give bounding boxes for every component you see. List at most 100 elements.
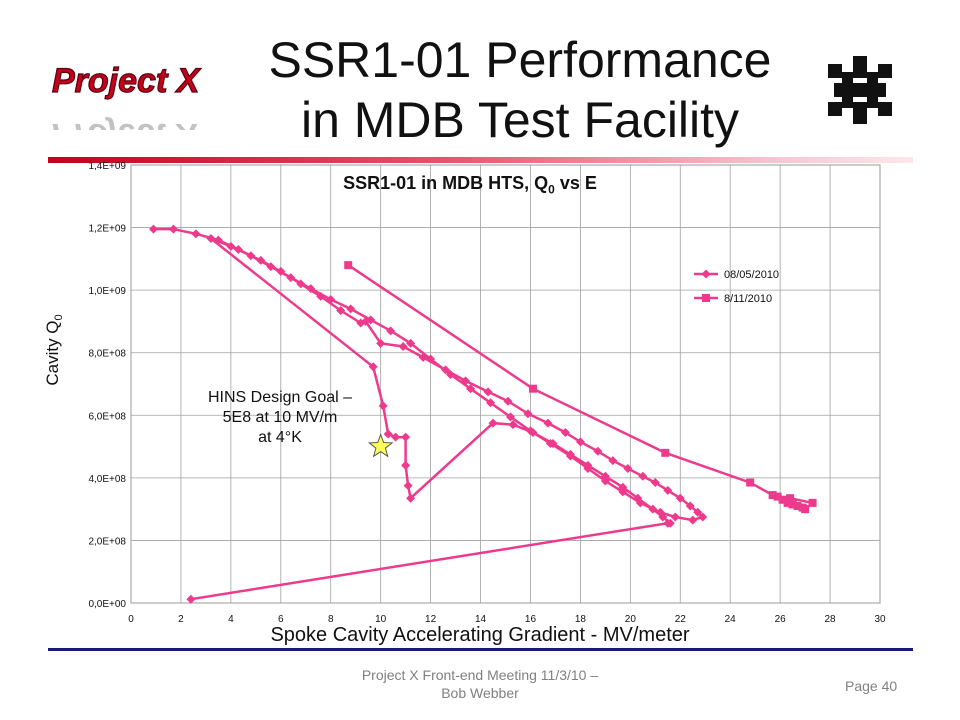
project-x-logo-reflection: Project X <box>52 116 202 130</box>
series-1-point <box>406 493 416 503</box>
series-1-point <box>575 437 585 447</box>
x-tick-label: 8 <box>328 614 334 625</box>
series-1-point <box>466 384 476 394</box>
legend-swatch-marker <box>702 294 710 302</box>
series-2-point <box>778 495 787 504</box>
footer-rule <box>48 648 913 651</box>
legend-label: 08/05/2010 <box>724 269 779 281</box>
annotation-line1: HINS Design Goal – <box>207 389 353 406</box>
x-tick-label: 6 <box>278 614 284 625</box>
series-1-point <box>368 362 378 372</box>
series-1-point <box>168 224 178 234</box>
annotation-line3: at 4°K <box>258 429 302 446</box>
project-x-logo-text: Project X <box>52 62 202 100</box>
series-1-point <box>378 401 388 411</box>
footer-line1: Project X Front-end Meeting 11/3/10 – <box>361 667 599 683</box>
series-2-point <box>801 505 810 514</box>
series-1-point <box>213 235 223 245</box>
series-1-point <box>401 460 411 470</box>
series-2-point <box>788 500 797 509</box>
series-2-point <box>773 492 782 501</box>
project-x-logo: Project X Project X <box>51 61 202 130</box>
series-1-point <box>386 326 396 336</box>
series-1-point <box>650 478 660 488</box>
y-tick-label: 0,0E+00 <box>88 599 126 610</box>
series-1-point <box>206 234 216 244</box>
series-1-point <box>391 432 401 442</box>
series-1-point <box>565 449 575 459</box>
x-tick-label: 22 <box>675 614 687 625</box>
legend-label: 8/11/2010 <box>724 293 772 305</box>
series-1-point <box>441 365 451 375</box>
series-1-point <box>543 418 553 428</box>
series-1-point <box>403 481 413 491</box>
x-tick-label: 20 <box>625 614 637 625</box>
series-2-point <box>344 261 353 270</box>
y-tick-label: 6,0E+08 <box>88 411 126 422</box>
series-1-point <box>426 354 436 364</box>
series-1-point <box>148 224 158 234</box>
x-tick-label: 26 <box>775 614 787 625</box>
x-tick-label: 4 <box>228 614 234 625</box>
slide-title-line2: in MDB Test Facility <box>300 92 740 148</box>
series-1-point <box>233 244 243 254</box>
series-1-point <box>486 398 496 408</box>
x-tick-label: 30 <box>874 614 886 625</box>
series-1-point <box>600 471 610 481</box>
footer-text: Project X Front-end Meeting 11/3/10 – Bo… <box>330 666 630 702</box>
footer-line2: Bob Webber <box>441 685 519 701</box>
series-1-point <box>286 273 296 283</box>
series-1-point <box>401 432 411 442</box>
series-1-point <box>508 420 518 430</box>
series-1-point <box>276 266 286 276</box>
x-tick-label: 10 <box>375 614 387 625</box>
series-1-point <box>623 463 633 473</box>
series-1-point <box>306 284 316 294</box>
y-tick-label: 8,0E+08 <box>88 349 126 360</box>
series-1-point <box>256 255 266 265</box>
series-2-point <box>793 502 802 511</box>
chart-title-subscript: 0 <box>548 182 555 197</box>
q0-vs-gradient-chart: 0 2 4 6 8 10 12 14 16 18 20 22 24 26 28 300,0E+002,0E+0… <box>43 161 886 625</box>
series-1-point <box>461 376 471 386</box>
series-1-point <box>376 338 386 348</box>
series-1-point <box>503 396 513 406</box>
y-tick-label: 4,0E+08 <box>88 474 126 485</box>
series-1-point <box>593 446 603 456</box>
series-1-point <box>505 412 515 422</box>
x-axis-label: Spoke Cavity Accelerating Gradient - MV/… <box>270 624 690 646</box>
series-1-point <box>366 315 376 325</box>
series-1-point <box>266 262 276 272</box>
series-1-point <box>658 512 668 522</box>
series-1-point <box>693 507 703 517</box>
x-tick-label: 28 <box>825 614 837 625</box>
series-1-point <box>406 338 416 348</box>
y-tick-label: 1,2E+09 <box>88 224 126 235</box>
series-1-point <box>685 501 695 511</box>
x-tick-label: 12 <box>425 614 437 625</box>
series-1-point <box>326 295 336 305</box>
series-1-point <box>191 229 201 239</box>
x-tick-label: 16 <box>525 614 537 625</box>
series-1-point <box>548 438 558 448</box>
fermilab-logo-icon <box>828 56 892 124</box>
series-1-point <box>600 476 610 486</box>
series-1-point <box>528 427 538 437</box>
series-1-point <box>618 482 628 492</box>
series-2-point <box>783 498 792 507</box>
series-1-point <box>336 305 346 315</box>
series-2-point <box>746 478 755 487</box>
series-1-point <box>418 352 428 362</box>
series-1-point <box>226 241 236 251</box>
chart-title-main: SSR1-01 in MDB HTS, Q <box>343 173 549 193</box>
x-tick-label: 2 <box>178 614 184 625</box>
design-goal-star-icon <box>367 433 394 458</box>
y-axis-label: Cavity Q0 <box>43 314 65 385</box>
series-1-point <box>523 409 533 419</box>
top-accent-rule <box>48 157 913 163</box>
series-2-point <box>808 498 817 507</box>
x-tick-label: 24 <box>725 614 737 625</box>
series-1-point <box>186 594 196 604</box>
annotation-line2: 5E8 at 10 MV/m <box>222 409 338 426</box>
legend-swatch-marker <box>701 269 711 279</box>
